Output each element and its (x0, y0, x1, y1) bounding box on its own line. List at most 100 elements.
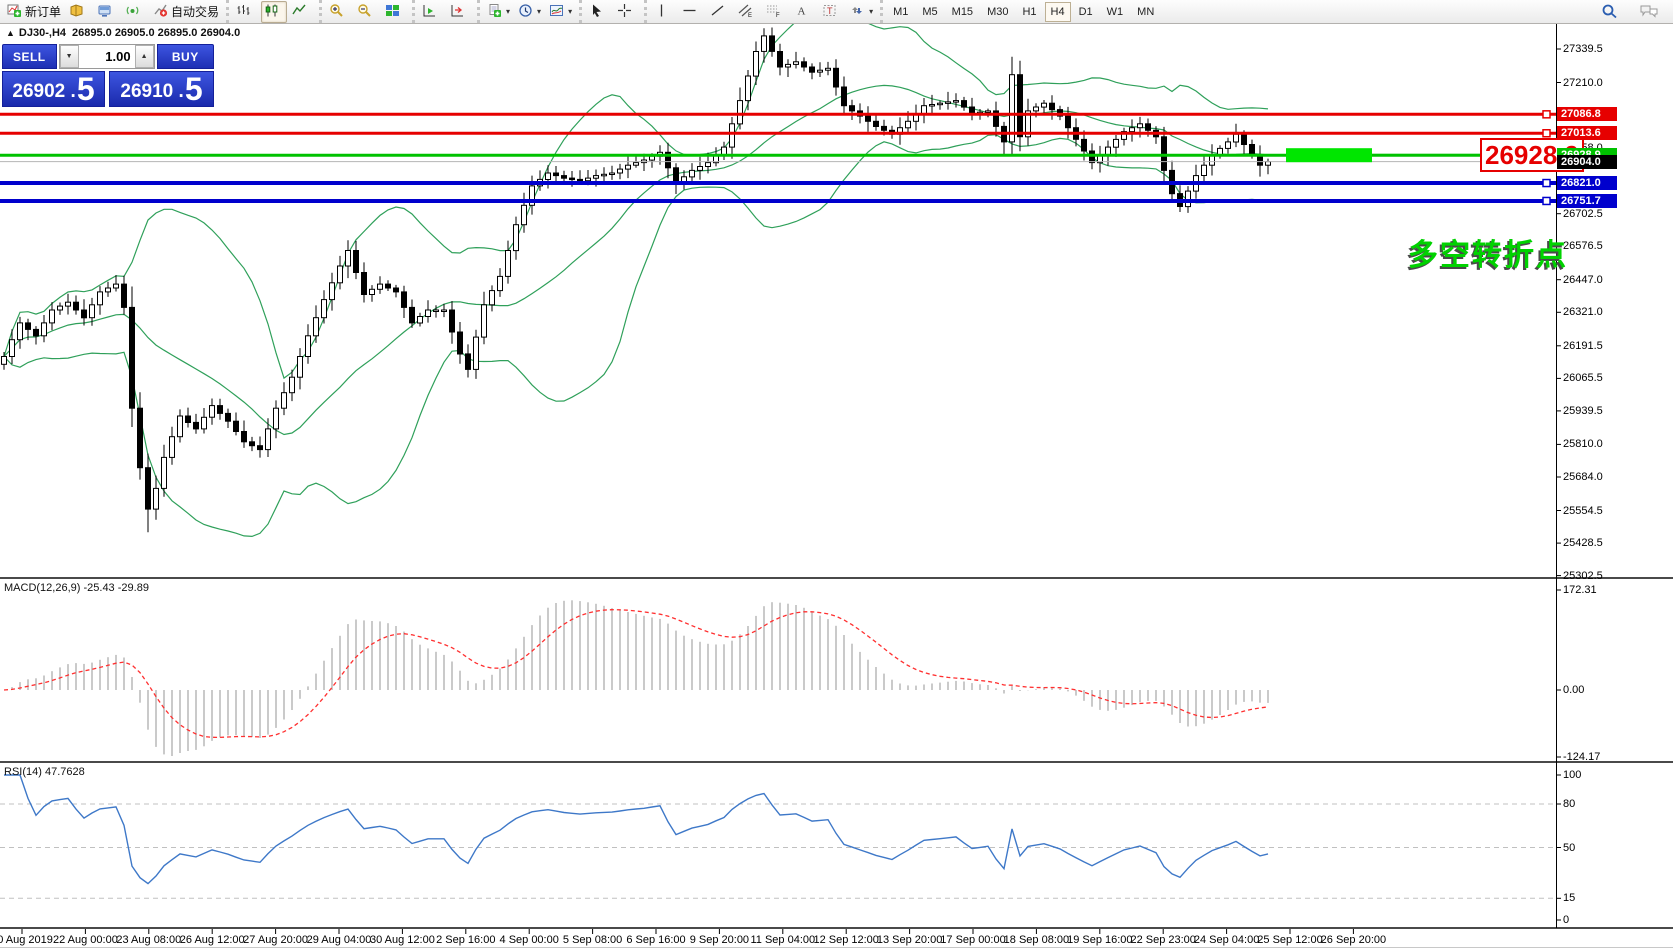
sell-button[interactable]: SELL (2, 44, 57, 69)
timeframe-w1[interactable]: W1 (1106, 5, 1124, 18)
macd-tick-label: 172.31 (1563, 584, 1597, 596)
market-watch-icon-icon (69, 3, 84, 21)
text-button[interactable]: A (791, 1, 817, 23)
new-order-button[interactable]: 新订单 (4, 1, 64, 23)
chinese-annotation[interactable]: 多空转折点 (1408, 239, 1568, 272)
ohlc-values: 26895.0 26905.0 26895.0 26904.0 (72, 27, 241, 39)
fibonacci-button[interactable]: F (763, 1, 789, 23)
line-chart-mode-button[interactable] (289, 1, 315, 23)
auto-trading-icon (153, 3, 168, 21)
symbol-period-label: DJ30-,H4 (18, 27, 66, 39)
candlestick-mode-icon (264, 3, 279, 21)
time-axis-label: 26 Aug 12:00 (179, 934, 245, 946)
timeframe-h1[interactable]: H1 (1022, 5, 1037, 18)
volume-decrease-button[interactable]: ▼ (59, 45, 79, 68)
bar-chart-mode-button[interactable] (233, 1, 259, 23)
rsi-tick-label: 50 (1563, 841, 1576, 854)
crosshair-button[interactable] (614, 1, 640, 23)
price-tick-label: 25554.5 (1563, 504, 1603, 517)
arrows-icon (850, 3, 865, 21)
text-label-button[interactable]: T (819, 1, 845, 23)
one-click-trade-panel: SELL ▼ ▲ BUY 26902 . 5 26910 . 5 (2, 44, 214, 107)
time-axis-label: 2 Sep 16:00 (436, 934, 496, 946)
chat-icon[interactable] (1636, 1, 1662, 23)
macd-value-signal: -29.89 (117, 582, 149, 594)
toolbar-group (579, 0, 644, 23)
pane-separator[interactable] (0, 577, 1673, 579)
timeframe-m5[interactable]: M5 (922, 5, 938, 18)
signal-icon[interactable] (122, 1, 148, 23)
time-axis-label: 29 Aug 04:00 (306, 934, 372, 946)
time-axis-label: 23 Aug 08:00 (116, 934, 182, 946)
timeframe-mn[interactable]: MN (1137, 5, 1155, 18)
candlestick-mode-button[interactable] (261, 0, 288, 23)
time-axis-label: 11 Sep 04:00 (750, 934, 816, 946)
auto-scroll-button[interactable] (419, 1, 445, 23)
pane-separator[interactable] (0, 761, 1673, 763)
svg-text:A: A (798, 5, 806, 17)
timeframe-m15[interactable]: M15 (951, 5, 974, 18)
price-tick-label: 25428.5 (1563, 537, 1603, 550)
price-tick-label: 25302.5 (1563, 569, 1603, 582)
volume-input[interactable] (78, 45, 135, 68)
zoom-out-button[interactable] (354, 1, 380, 23)
timeframe-d1[interactable]: D1 (1078, 5, 1093, 18)
buy-price[interactable]: 26910 . 5 (109, 71, 214, 107)
auto-scroll-icon (422, 3, 437, 21)
equidistant-channel-button[interactable]: E (735, 1, 761, 23)
market-watch-icon[interactable] (66, 1, 92, 23)
time-axis-label: 30 Aug 12:00 (369, 934, 435, 946)
toolbar-right (1597, 1, 1673, 23)
tile-windows-button[interactable] (382, 1, 408, 23)
volume-increase-button[interactable]: ▲ (134, 45, 154, 68)
rsi-tick-label: 80 (1563, 798, 1576, 810)
zoom-in-button[interactable] (326, 1, 352, 23)
periods-button[interactable]: ▾ (515, 1, 544, 23)
rsi-indicator-label: RSI(14) 47.7628 (4, 766, 85, 778)
line-handle[interactable] (1542, 129, 1551, 138)
rsi-tick-label: 100 (1563, 769, 1582, 781)
rsi-tick-label: 15 (1563, 892, 1576, 905)
timeframe-m1[interactable]: M1 (893, 5, 909, 18)
new-template-button[interactable]: ▾ (484, 1, 513, 23)
time-axis-label: 27 Aug 20:00 (243, 934, 309, 946)
line-handle[interactable] (1542, 110, 1551, 119)
toolbar-group (319, 0, 412, 23)
chart-shift-button[interactable] (447, 1, 473, 23)
panel-collapse-arrow[interactable]: ▲ (6, 28, 15, 38)
candles (1, 27, 1271, 533)
indicators-icon (549, 3, 564, 21)
price-tick-label: 25939.5 (1563, 404, 1603, 417)
arrows-button[interactable]: ▾ (847, 1, 876, 23)
sell-price-main: 26902 . (12, 81, 76, 102)
vertical-line-button[interactable] (651, 1, 677, 23)
sell-price[interactable]: 26902 . 5 (2, 71, 106, 107)
svg-text:T: T (827, 6, 833, 16)
time-axis-label: 19 Sep 16:00 (1067, 934, 1133, 946)
trendline-button[interactable] (707, 1, 733, 23)
cursor-button[interactable] (586, 1, 612, 23)
line-handle[interactable] (1542, 178, 1551, 188)
macd-tick-label: -124.17 (1563, 751, 1601, 763)
highlight-rectangle[interactable] (1286, 148, 1372, 163)
search-icon[interactable] (1598, 1, 1624, 23)
price-tick-label: 25684.0 (1563, 471, 1603, 483)
buy-button[interactable]: BUY (156, 44, 214, 69)
price-tick-label: 26321.0 (1563, 306, 1603, 319)
chart-title: ▲ DJ30-,H4 26895.0 26905.0 26895.0 26904.0 (6, 27, 240, 39)
line-handle[interactable] (1542, 196, 1551, 206)
time-axis-label: 20 Aug 2019 (0, 934, 53, 946)
rsi-tick-label: 0 (1563, 914, 1570, 926)
timeframe-h4[interactable]: H4 (1044, 1, 1071, 22)
indicators-button[interactable]: ▾ (546, 1, 575, 23)
dropdown-caret-icon: ▾ (568, 7, 573, 16)
macd-pane (3, 600, 1269, 756)
time-axis-label: 24 Sep 04:00 (1193, 934, 1260, 946)
terminal-window-icon[interactable] (94, 1, 120, 23)
horizontal-line-button[interactable] (679, 1, 705, 23)
timeframe-m30[interactable]: M30 (987, 5, 1009, 18)
auto-trading-button[interactable]: 自动交易 (150, 1, 222, 23)
pane-separator[interactable] (0, 927, 1673, 929)
